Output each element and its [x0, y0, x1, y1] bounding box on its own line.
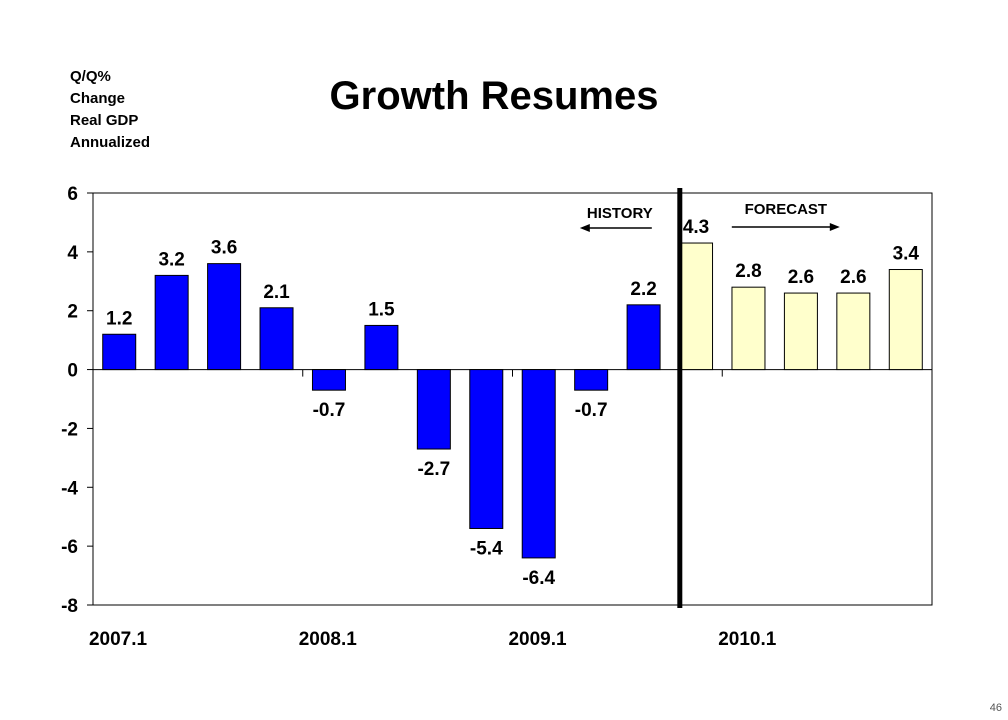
history-bar	[207, 263, 242, 371]
y-axis-label-line: Q/Q%	[70, 68, 111, 85]
y-tick-label: 2	[67, 302, 78, 323]
page-number: 46	[989, 702, 1002, 714]
history-bar	[102, 333, 137, 371]
y-axis-label-line: Annualized	[70, 134, 151, 151]
history-bar	[416, 369, 451, 450]
data-label: 2.6	[840, 267, 866, 288]
forecast-bar	[679, 242, 714, 371]
data-label: 1.2	[106, 308, 132, 329]
history-bar	[154, 274, 189, 371]
history-bar	[259, 307, 294, 371]
y-axis-label: Q/Q% Change Real GDP Annualized	[70, 66, 150, 154]
history-bar	[364, 324, 399, 371]
y-tick-label: -8	[61, 596, 78, 617]
data-label: -5.4	[470, 538, 503, 559]
history-label: HISTORY	[587, 205, 653, 222]
data-label: -2.7	[417, 459, 450, 480]
chart-title: Growth Resumes	[0, 74, 1008, 119]
data-label: 2.6	[788, 267, 814, 288]
plot-frame	[92, 192, 933, 606]
x-tick-label: 2007.1	[89, 629, 148, 650]
history-bar	[469, 369, 504, 529]
history-bar	[626, 304, 661, 371]
data-label: 1.5	[368, 299, 395, 320]
y-tick-label: -4	[61, 478, 78, 499]
data-label: -0.7	[575, 400, 608, 421]
y-axis-label-line: Real GDP	[70, 112, 139, 129]
y-tick-label: 0	[67, 361, 78, 382]
chart-title-text: Growth Resumes	[329, 74, 659, 118]
forecast-bar	[836, 292, 871, 371]
data-label: 4.3	[683, 217, 709, 238]
data-label: 2.8	[735, 261, 761, 282]
history-bar	[311, 369, 346, 391]
forecast-label: FORECAST	[745, 201, 828, 218]
forecast-bar	[783, 292, 818, 371]
y-tick-label: 4	[67, 243, 78, 264]
data-label: 3.4	[893, 244, 920, 265]
y-tick-label: -2	[61, 419, 78, 440]
data-label: 2.2	[630, 279, 656, 300]
data-label: 2.1	[263, 282, 290, 303]
data-label: 3.6	[211, 238, 237, 259]
history-bar	[574, 369, 609, 391]
history-bar	[521, 369, 556, 559]
y-axis-label-line: Change	[70, 90, 126, 107]
y-tick-label: 6	[67, 184, 78, 205]
y-tick-label: -6	[61, 537, 78, 558]
data-label: 3.2	[158, 249, 184, 270]
data-label: -0.7	[313, 400, 346, 421]
forecast-arrowhead	[829, 223, 840, 231]
data-label: -6.4	[522, 568, 555, 589]
x-tick-label: 2010.1	[718, 629, 777, 650]
forecast-bar	[731, 286, 766, 371]
x-tick-label: 2009.1	[508, 629, 567, 650]
history-arrowhead	[579, 224, 590, 232]
forecast-bar	[888, 269, 923, 371]
x-tick-label: 2008.1	[299, 629, 358, 650]
